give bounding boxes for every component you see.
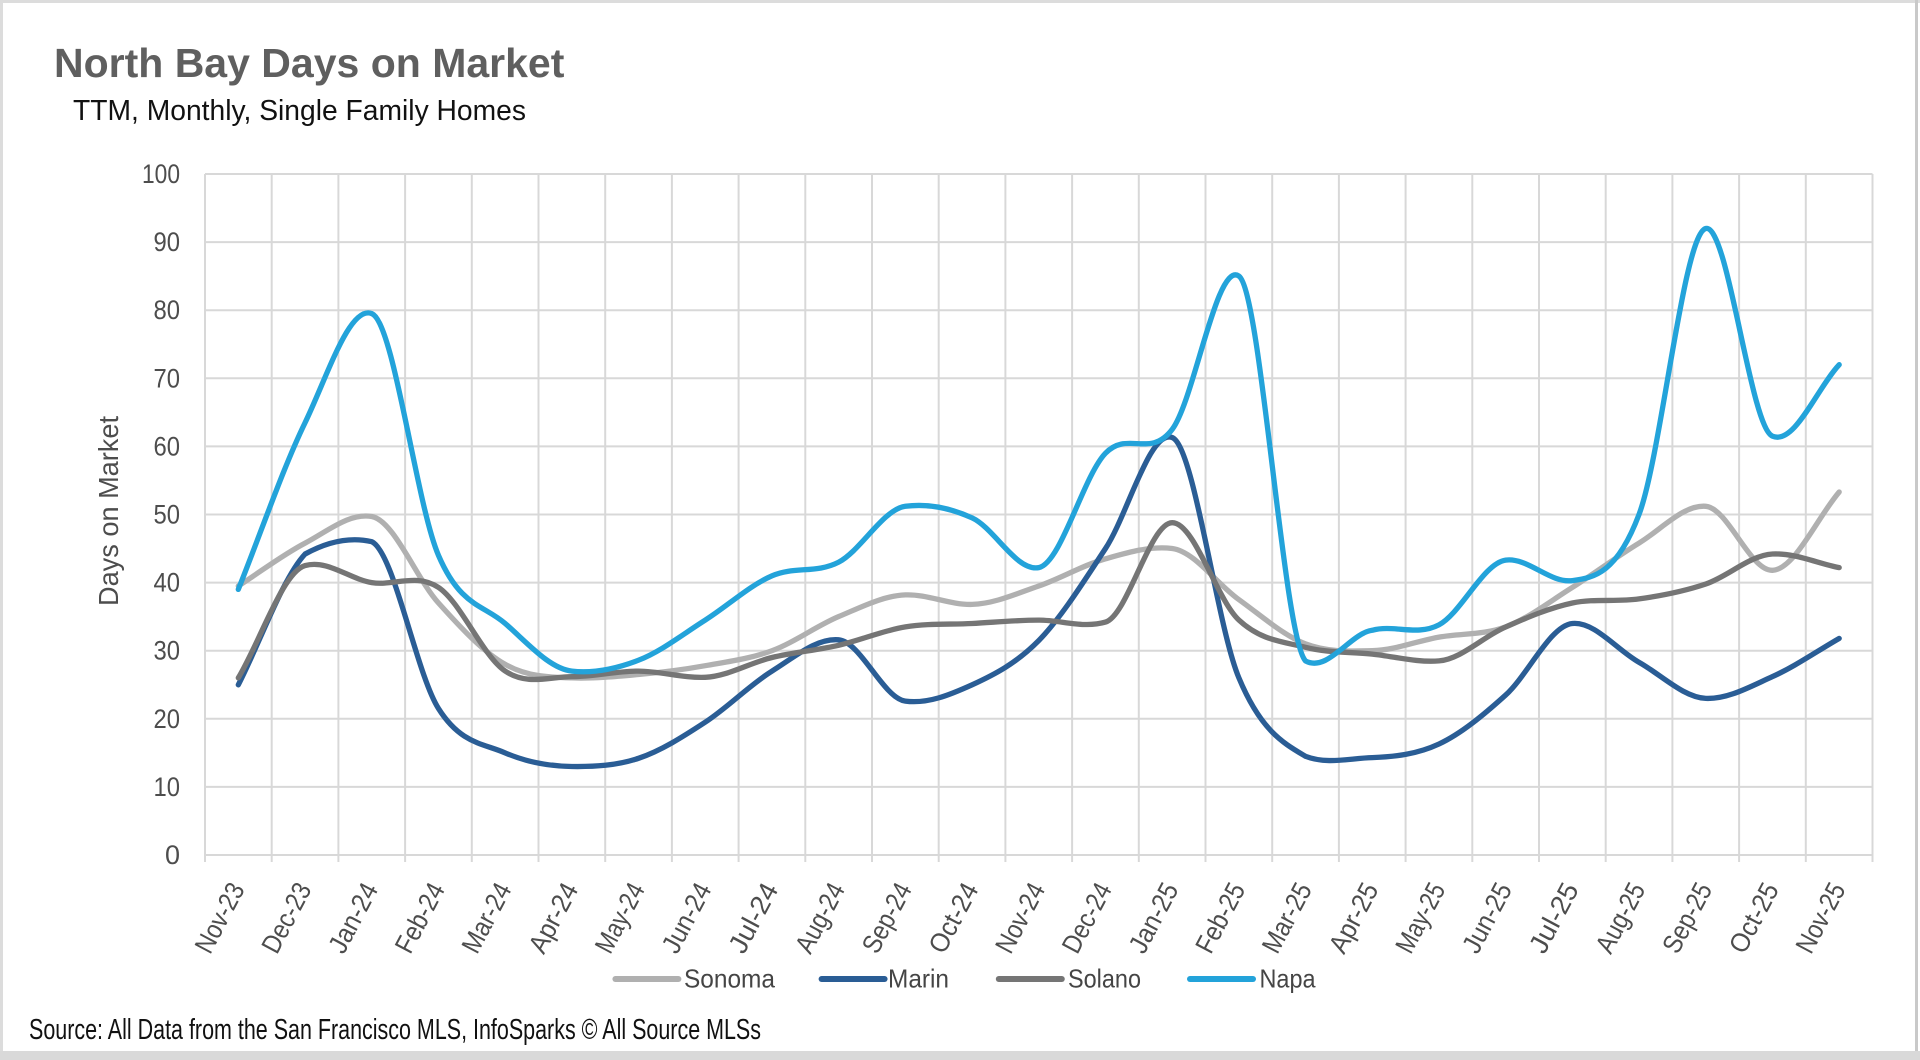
svg-text:10: 10 [154,772,181,802]
svg-text:Days on Market: Days on Market [93,416,124,606]
svg-text:Source: All Data from the San: Source: All Data from the San Francisco … [29,1014,761,1046]
svg-text:Solano: Solano [1068,964,1141,994]
svg-text:Napa: Napa [1260,964,1316,994]
svg-text:30: 30 [154,636,181,666]
svg-text:100: 100 [142,159,180,189]
svg-text:50: 50 [154,500,181,530]
svg-text:Marin: Marin [888,964,949,994]
svg-text:40: 40 [154,568,181,598]
svg-text:90: 90 [154,227,181,257]
svg-text:60: 60 [154,431,181,461]
svg-text:80: 80 [154,295,181,325]
svg-text:20: 20 [154,704,181,734]
svg-text:North Bay Days on Market: North Bay Days on Market [54,40,565,86]
svg-text:TTM, Monthly, Single Family Ho: TTM, Monthly, Single Family Homes [73,95,526,127]
svg-text:Sonoma: Sonoma [684,964,776,994]
svg-text:0: 0 [165,840,180,870]
svg-text:70: 70 [154,363,181,393]
